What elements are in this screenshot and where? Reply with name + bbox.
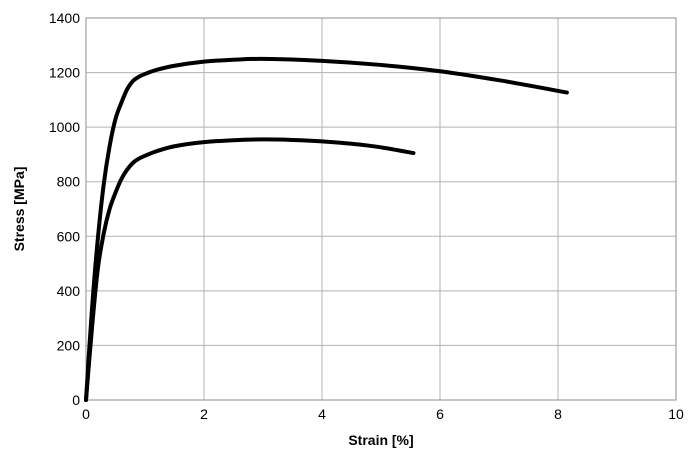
- y-tick-label: 600: [57, 228, 81, 244]
- curves: [84, 56, 569, 402]
- x-tick-label: 8: [554, 406, 562, 422]
- series-line-2: [84, 137, 416, 402]
- y-axis-title: Stress [MPa]: [11, 167, 27, 252]
- x-tick-label: 10: [668, 406, 684, 422]
- y-tick-label: 0: [72, 392, 80, 408]
- y-tick-label: 400: [57, 283, 81, 299]
- y-tick-label: 200: [57, 337, 81, 353]
- y-tick-label: 800: [57, 174, 81, 190]
- x-tick-label: 0: [82, 406, 90, 422]
- x-tick-label: 4: [318, 406, 326, 422]
- x-tick-label: 2: [200, 406, 208, 422]
- y-tick-label: 1400: [49, 10, 80, 26]
- tick-labels: 0 2 4 6 8 10 0 200 400 600 800 1000 1200 1400: [49, 10, 684, 422]
- y-tick-label: 1000: [49, 119, 80, 135]
- plot-frame: [85, 17, 677, 401]
- x-axis-title: Strain [%]: [348, 432, 413, 448]
- y-tick-label: 1200: [49, 65, 80, 81]
- grid: [85, 17, 677, 401]
- x-tick-label: 6: [436, 406, 444, 422]
- series-line-1: [84, 56, 569, 402]
